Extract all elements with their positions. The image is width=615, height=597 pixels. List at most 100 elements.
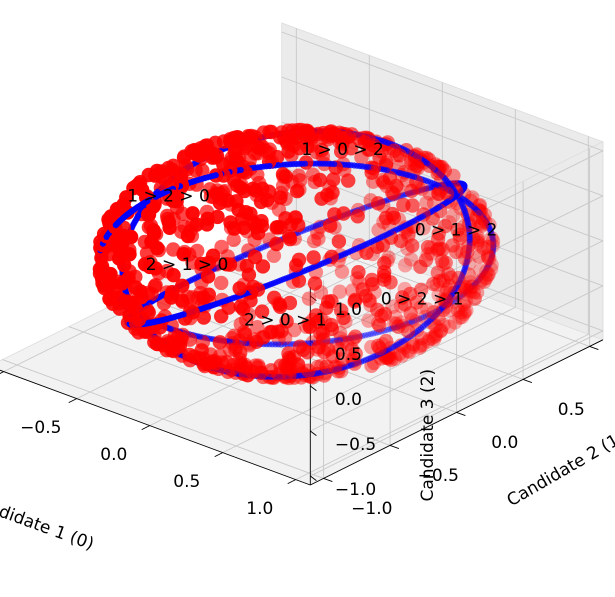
great-circle-point xyxy=(488,231,495,238)
sphere-point xyxy=(291,252,307,267)
sphere-point xyxy=(474,218,489,233)
sphere-point xyxy=(312,172,328,188)
sphere-point xyxy=(467,291,482,306)
sphere-point xyxy=(183,303,198,318)
z-tick-label: −1.0 xyxy=(335,480,376,500)
sphere-point xyxy=(251,140,266,155)
sphere-point xyxy=(470,229,485,244)
sphere-point xyxy=(404,183,419,198)
annotation-layer: 1 > 0 > 2 0 > 1 > 2 1 > 2 > 0 2 > 1 > 0 0 > … xyxy=(127,140,497,331)
great-circle-point xyxy=(367,331,374,338)
sphere-point xyxy=(469,285,485,300)
great-circle-point xyxy=(466,286,473,293)
sphere-point xyxy=(269,236,284,252)
great-circle-point xyxy=(474,278,481,285)
sphere-point xyxy=(478,271,493,286)
sphere-point xyxy=(121,271,136,286)
sphere-point xyxy=(164,285,180,300)
sphere-point xyxy=(292,339,308,354)
sphere-point xyxy=(471,249,487,264)
great-circle-point xyxy=(457,293,464,300)
grid-x-floor xyxy=(222,306,516,454)
sphere-point xyxy=(165,193,180,208)
great-circle-point xyxy=(485,223,493,231)
great-circle-point xyxy=(478,212,485,219)
sphere-point xyxy=(313,326,328,341)
sphere-point xyxy=(482,251,497,266)
sphere-point xyxy=(326,172,341,187)
sphere-point xyxy=(219,355,234,370)
great-circle-point xyxy=(469,283,476,290)
sphere-point xyxy=(147,335,162,350)
sphere-point xyxy=(414,330,429,346)
sphere-point xyxy=(441,319,457,334)
sphere-point xyxy=(148,168,163,183)
y-axis-title: Candidate 2 (1) xyxy=(504,427,615,511)
sphere-point xyxy=(273,190,288,205)
sphere-point xyxy=(321,294,336,309)
sphere-point xyxy=(219,257,234,272)
sphere-point xyxy=(485,238,500,253)
great-circle-point xyxy=(459,292,466,299)
sphere-point xyxy=(161,214,176,230)
great-circle-point xyxy=(471,281,479,288)
sphere-point xyxy=(419,195,434,210)
sphere-point xyxy=(420,334,436,349)
sphere-point xyxy=(434,253,450,268)
z-tick-label: 0.5 xyxy=(335,345,362,365)
great-circle-point xyxy=(477,274,484,281)
sphere-point xyxy=(227,144,242,160)
great-circle-point xyxy=(487,258,494,265)
great-circle-point xyxy=(483,265,490,272)
sphere-point xyxy=(327,207,342,222)
great-circle-point xyxy=(424,185,431,192)
sphere-point xyxy=(256,125,271,140)
great-circle-point xyxy=(415,316,423,323)
great-circle-point xyxy=(422,185,429,192)
sphere-point xyxy=(361,313,376,328)
sphere-point xyxy=(249,334,264,349)
sphere-point xyxy=(414,282,429,297)
sphere-point xyxy=(341,173,356,188)
sphere-point xyxy=(387,351,402,366)
sphere-point xyxy=(438,292,454,307)
sphere-point xyxy=(377,256,392,271)
sphere-point xyxy=(176,247,191,262)
sphere-point xyxy=(475,211,491,226)
sphere-point xyxy=(253,194,269,210)
great-circle-point xyxy=(489,235,496,242)
ranking-annotation: 0 > 1 > 2 xyxy=(415,221,498,241)
sphere-point xyxy=(420,239,436,255)
grid-z-back xyxy=(281,76,604,197)
sphere-point xyxy=(446,208,461,223)
z-tick xyxy=(310,295,317,301)
sphere-point xyxy=(483,262,499,277)
sphere-point xyxy=(431,226,446,241)
sphere-point xyxy=(233,345,248,360)
sphere-point xyxy=(391,319,406,334)
great-circle-point xyxy=(452,180,460,187)
sphere-point xyxy=(392,346,407,361)
great-circle-point xyxy=(404,320,411,327)
sphere-point xyxy=(306,250,321,265)
z-tick xyxy=(310,430,317,436)
great-circle-point xyxy=(122,213,129,220)
y-tick-label: −1.0 xyxy=(351,499,392,519)
sphere-point xyxy=(266,248,282,263)
x-tick xyxy=(141,425,150,431)
sphere-point xyxy=(480,250,496,265)
x-tick xyxy=(214,452,223,458)
sphere-point xyxy=(452,227,467,242)
great-circle-point xyxy=(487,227,494,234)
great-circle-point xyxy=(365,203,372,210)
sphere-point xyxy=(334,264,350,279)
great-circle-point xyxy=(454,295,461,302)
sphere-point xyxy=(275,167,291,182)
sphere-point xyxy=(214,275,229,291)
sphere-point xyxy=(370,196,386,211)
sphere-point xyxy=(464,279,479,294)
sphere-point xyxy=(451,270,466,286)
sphere-point xyxy=(239,258,254,274)
sphere-point xyxy=(200,211,215,226)
